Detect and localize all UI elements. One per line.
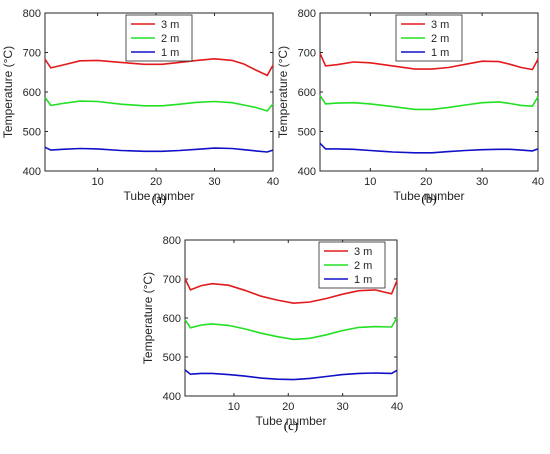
panel-label: (c)	[284, 418, 298, 433]
panel-c: 400 500 600 700 800 10 20 30 40 Tube number Temper…	[141, 235, 403, 433]
y-tick-label: 800	[298, 8, 316, 20]
legend: 3 m 2 m 1 m	[395, 14, 463, 62]
x-tick-label: 20	[420, 176, 432, 188]
y-tick-label: 500	[163, 352, 181, 364]
legend-label: 3 m	[431, 19, 449, 31]
legend-label: 3 m	[354, 246, 372, 258]
y-axis-label: Temperature (°C)	[1, 46, 15, 138]
legend-label: 2 m	[431, 33, 449, 45]
series-line	[184, 369, 398, 381]
x-tick-label: 30	[337, 401, 349, 413]
legend: 3 m 2 m 1 m	[125, 14, 193, 62]
legend-label: 2 m	[354, 260, 372, 272]
x-tick-label: 30	[476, 176, 488, 188]
x-axis-label: Tube number	[124, 189, 195, 203]
y-tick-label: 800	[163, 235, 181, 247]
panel-a: 400 500 600 700 800 10 20 30 40 Tube number Temper…	[1, 8, 279, 206]
legend-label: 1 m	[354, 274, 372, 286]
x-tick-label: 20	[150, 176, 162, 188]
series-line	[319, 142, 539, 154]
x-tick-label: 10	[228, 401, 240, 413]
y-tick-label: 400	[298, 166, 316, 178]
legend-label: 3 m	[161, 19, 179, 31]
legend-label: 1 m	[161, 47, 179, 59]
x-tick-label: 40	[391, 401, 403, 413]
series-line	[319, 52, 539, 71]
y-tick-label: 700	[23, 48, 41, 60]
y-axis-label: Temperature (°C)	[141, 272, 155, 364]
y-tick-label: 600	[23, 87, 41, 99]
y-tick-label: 600	[298, 87, 316, 99]
legend-label: 2 m	[161, 33, 179, 45]
x-tick-label: 40	[532, 176, 544, 188]
y-tick-label: 700	[298, 48, 316, 60]
y-tick-label: 500	[298, 127, 316, 139]
y-tick-label: 800	[23, 8, 41, 20]
x-tick-label: 30	[208, 176, 220, 188]
y-tick-label: 600	[163, 313, 181, 325]
series-line	[44, 57, 274, 77]
x-axis-label: Tube number	[256, 414, 327, 428]
legend-label: 1 m	[431, 47, 449, 59]
y-tick-label: 500	[23, 127, 41, 139]
panel-b: 400 500 600 700 800 10 20 30 40 Tube number Temper…	[276, 8, 544, 206]
x-tick-label: 40	[267, 176, 279, 188]
series-line	[184, 317, 398, 341]
series-line	[184, 278, 398, 305]
series-line	[44, 146, 274, 153]
x-axis-label: Tube number	[394, 189, 465, 203]
y-tick-label: 400	[23, 166, 41, 178]
series-line	[44, 97, 274, 112]
x-tick-label: 10	[91, 176, 103, 188]
panel-label: (b)	[421, 191, 436, 206]
y-tick-label: 400	[163, 391, 181, 403]
y-tick-label: 700	[163, 274, 181, 286]
y-axis-label: Temperature (°C)	[276, 46, 290, 138]
x-tick-label: 10	[364, 176, 376, 188]
legend: 3 m 2 m 1 m	[318, 241, 386, 289]
series-line	[319, 95, 539, 111]
panel-label: (a)	[152, 191, 166, 206]
x-tick-label: 20	[282, 401, 294, 413]
